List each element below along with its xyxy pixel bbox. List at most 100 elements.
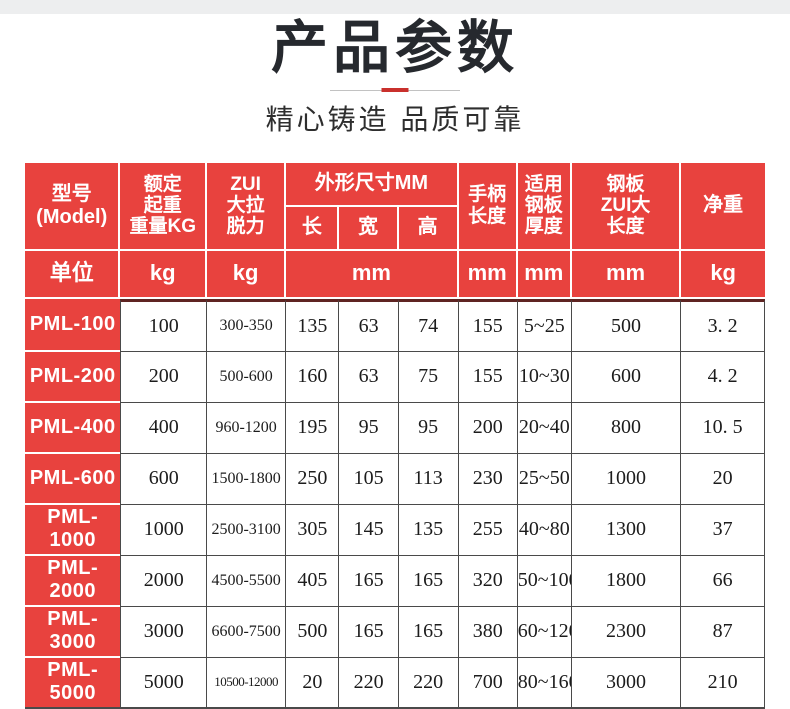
unit-label: 单位 <box>25 250 121 299</box>
cell-handle-length: 320 <box>458 555 518 607</box>
title-divider <box>330 87 460 92</box>
unit-max-pull: kg <box>207 250 287 299</box>
cell-max-pull: 6600-7500 <box>207 606 287 658</box>
cell-plate-thickness: 10~30 <box>517 351 572 403</box>
table-row: PML-400 400 960-1200 195 95 95 200 20~40… <box>25 402 765 454</box>
table-row: PML-600 600 1500-1800 250 105 113 230 25… <box>25 453 765 505</box>
top-gray-strip <box>0 0 790 14</box>
header-net-weight: 净重 <box>681 162 765 251</box>
unit-net-weight: kg <box>681 250 765 299</box>
cell-width: 63 <box>339 298 399 352</box>
cell-rated-weight: 1000 <box>120 504 208 556</box>
header-plate-max-length: 钢板 ZUI大 长度 <box>571 162 682 251</box>
cell-plate-max-length: 600 <box>571 351 682 403</box>
cell-plate-max-length: 1000 <box>571 453 682 505</box>
cell-rated-weight: 400 <box>120 402 208 454</box>
cell-length: 160 <box>286 351 340 403</box>
cell-net-weight: 3. 2 <box>681 298 765 352</box>
cell-height: 95 <box>398 402 459 454</box>
cell-height: 75 <box>398 351 459 403</box>
cell-handle-length: 200 <box>458 402 518 454</box>
row-model: PML-5000 <box>25 657 121 709</box>
cell-plate-thickness: 5~25 <box>517 298 572 352</box>
cell-handle-length: 155 <box>458 351 518 403</box>
cell-handle-length: 230 <box>458 453 518 505</box>
cell-length: 20 <box>286 657 340 709</box>
divider-red-segment <box>381 87 409 92</box>
table-row: PML-3000 3000 6600-7500 500 165 165 380 … <box>25 606 765 658</box>
cell-height: 165 <box>398 555 459 607</box>
cell-plate-max-length: 800 <box>571 402 682 454</box>
cell-height: 74 <box>398 298 459 352</box>
row-model: PML-400 <box>25 402 121 454</box>
unit-plate-thickness: mm <box>517 250 572 299</box>
cell-plate-thickness: 20~40 <box>517 402 572 454</box>
cell-plate-max-length: 1300 <box>571 504 682 556</box>
cell-rated-weight: 5000 <box>120 657 208 709</box>
cell-width: 165 <box>339 555 399 607</box>
cell-plate-thickness: 40~80 <box>517 504 572 556</box>
row-model: PML-200 <box>25 351 121 403</box>
cell-max-pull: 300-350 <box>207 298 287 352</box>
cell-handle-length: 380 <box>458 606 518 658</box>
header-length: 长 <box>286 206 340 251</box>
unit-handle-length: mm <box>458 250 518 299</box>
header-height: 高 <box>398 206 459 251</box>
cell-handle-length: 255 <box>458 504 518 556</box>
cell-plate-max-length: 500 <box>571 298 682 352</box>
row-model: PML-3000 <box>25 606 121 658</box>
cell-plate-max-length: 1800 <box>571 555 682 607</box>
cell-net-weight: 4. 2 <box>681 351 765 403</box>
cell-length: 305 <box>286 504 340 556</box>
unit-rated-weight: kg <box>120 250 208 299</box>
cell-plate-thickness: 25~50 <box>517 453 572 505</box>
row-model: PML-1000 <box>25 504 121 556</box>
cell-max-pull: 4500-5500 <box>207 555 287 607</box>
cell-rated-weight: 200 <box>120 351 208 403</box>
header-handle-length: 手柄 长度 <box>458 162 518 251</box>
header-width: 宽 <box>339 206 399 251</box>
row-model: PML-2000 <box>25 555 121 607</box>
header-max-pull: ZUI 大拉 脱力 <box>207 162 287 251</box>
table-row: PML-100 100 300-350 135 63 74 155 5~25 5… <box>25 298 765 352</box>
cell-rated-weight: 3000 <box>120 606 208 658</box>
row-model: PML-100 <box>25 298 121 352</box>
cell-max-pull: 1500-1800 <box>207 453 287 505</box>
table-row: PML-5000 5000 10500-12000 20 220 220 700… <box>25 657 765 709</box>
header-plate-thickness: 适用 钢板 厚度 <box>517 162 572 251</box>
header-row-2: 长 宽 高 <box>25 206 765 251</box>
page-title: 产品参数 <box>271 16 519 80</box>
cell-net-weight: 210 <box>681 657 765 709</box>
cell-width: 145 <box>339 504 399 556</box>
cell-max-pull: 500-600 <box>207 351 287 403</box>
cell-max-pull: 10500-12000 <box>207 657 287 709</box>
cell-length: 405 <box>286 555 340 607</box>
cell-length: 195 <box>286 402 340 454</box>
unit-plate-max-length: mm <box>571 250 682 299</box>
header-rated-weight: 额定 起重 重量KG <box>120 162 208 251</box>
table-row: PML-200 200 500-600 160 63 75 155 10~30 … <box>25 351 765 403</box>
title-block: 产品参数 精心铸造 品质可靠 <box>0 16 790 138</box>
cell-plate-max-length: 3000 <box>571 657 682 709</box>
table-row: PML-2000 2000 4500-5500 405 165 165 320 … <box>25 555 765 607</box>
cell-height: 135 <box>398 504 459 556</box>
cell-net-weight: 66 <box>681 555 765 607</box>
units-row: 单位 kg kg mm mm mm mm kg <box>25 250 765 299</box>
cell-length: 250 <box>286 453 340 505</box>
cell-plate-thickness: 50~100 <box>517 555 572 607</box>
row-model: PML-600 <box>25 453 121 505</box>
cell-width: 63 <box>339 351 399 403</box>
cell-net-weight: 37 <box>681 504 765 556</box>
cell-max-pull: 2500-3100 <box>207 504 287 556</box>
header-row-1: 型号 (Model) 额定 起重 重量KG ZUI 大拉 脱力 外形尺寸MM 手… <box>25 162 765 251</box>
cell-length: 135 <box>286 298 340 352</box>
unit-dimensions: mm <box>286 250 459 299</box>
cell-width: 105 <box>339 453 399 505</box>
cell-length: 500 <box>286 606 340 658</box>
cell-height: 113 <box>398 453 459 505</box>
header-model: 型号 (Model) <box>25 162 121 251</box>
cell-plate-max-length: 2300 <box>571 606 682 658</box>
cell-width: 165 <box>339 606 399 658</box>
cell-handle-length: 700 <box>458 657 518 709</box>
cell-net-weight: 20 <box>681 453 765 505</box>
